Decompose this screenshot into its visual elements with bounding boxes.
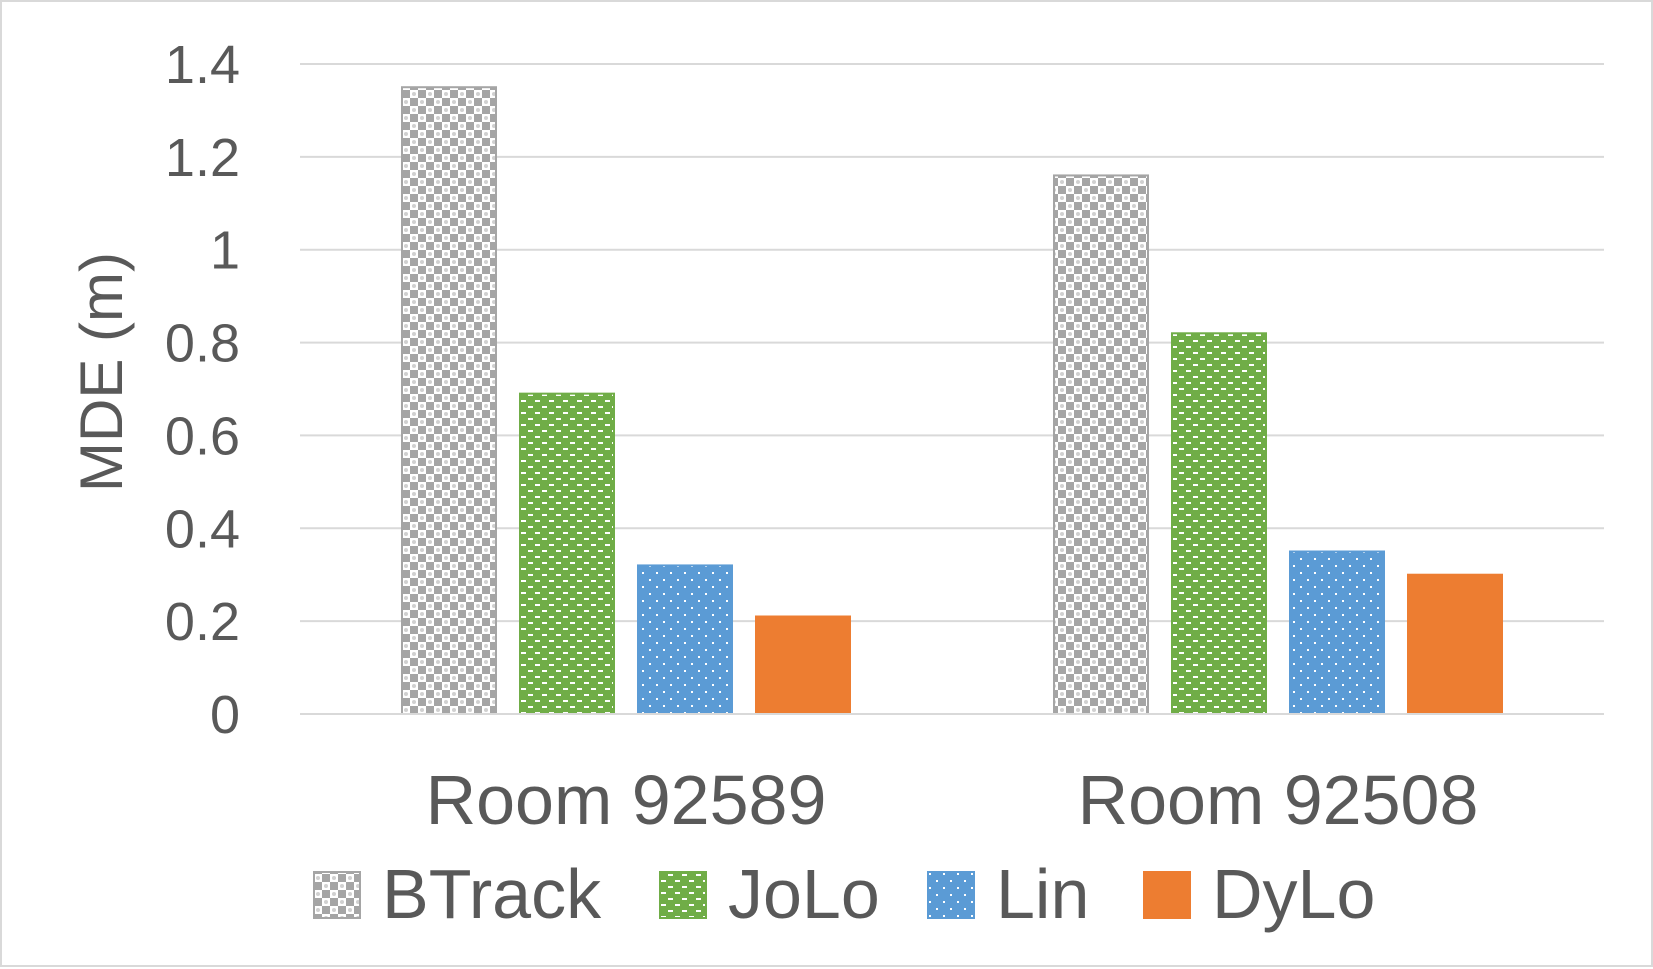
y-tick-label: 0.2 [165,592,240,652]
bar-dylo-1 [755,615,851,715]
bar-lin-1 [637,564,733,716]
legend-label-jolo: JoLo [728,855,880,933]
bars [300,86,1604,716]
y-tick-label: 0 [210,685,240,745]
legend-swatch-dylo [1143,871,1191,919]
y-tick-label: 0.4 [165,499,240,559]
bar-btrack-1 [401,86,497,715]
bar-jolo-2 [1171,332,1267,715]
y-tick-label: 0.8 [165,314,240,374]
legend-swatch-lin [927,871,975,919]
bar-btrack-2 [1053,174,1149,715]
gridlines [300,63,1604,715]
y-axis-title: MDE (m) [68,252,135,492]
legend-label-lin: Lin [996,855,1089,933]
x-category-label: Room 92589 [426,761,827,839]
legend-swatch-btrack [313,871,361,919]
y-tick-label: 1.4 [165,35,240,95]
bar-jolo-1 [519,392,615,715]
x-axis-categories: Room 92589 Room 92508 [426,761,1479,839]
y-axis-ticks: 0 0.2 0.4 0.6 0.8 1 1.2 1.4 [165,35,240,745]
legend-swatch-jolo [659,871,707,919]
legend-label-btrack: BTrack [382,855,602,933]
legend: BTrack JoLo Lin DyLo [313,855,1375,933]
x-category-label: Room 92508 [1078,761,1479,839]
bar-dylo-2 [1407,573,1503,716]
y-tick-label: 1 [210,221,240,281]
y-tick-label: 0.6 [165,406,240,466]
bar-lin-2 [1289,550,1385,715]
y-tick-label: 1.2 [165,128,240,188]
legend-label-dylo: DyLo [1212,855,1375,933]
